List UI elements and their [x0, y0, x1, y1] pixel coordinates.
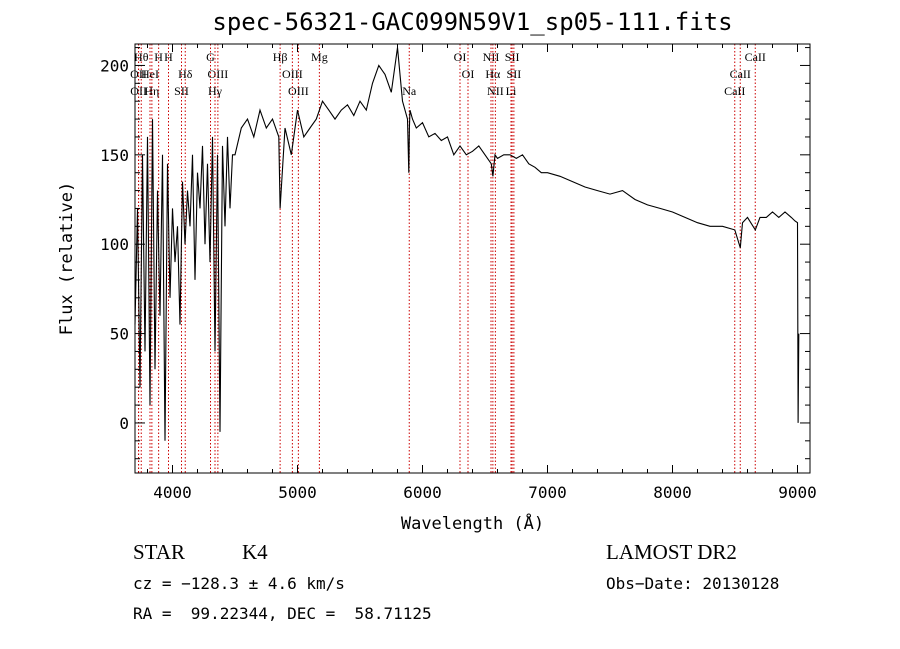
- spectral-line-label: Mg: [311, 50, 328, 64]
- spectral-line-label: SII: [174, 84, 189, 98]
- spectral-line-label: OI: [462, 67, 475, 81]
- spectral-line-label: OI: [454, 50, 467, 64]
- spectral-line-label: HeI: [141, 67, 159, 81]
- spectral-line-label: H: [164, 50, 173, 64]
- x-tick-label: 6000: [403, 483, 442, 502]
- x-tick-label: 5000: [278, 483, 317, 502]
- spectral-line-label: OII: [130, 84, 147, 98]
- spectral-line-label: CaII: [730, 67, 751, 81]
- spectral-line-label: OII: [130, 67, 147, 81]
- y-tick-label: 100: [100, 235, 129, 254]
- spectral-line-label: OIII: [288, 84, 309, 98]
- x-tick-label: 9000: [778, 483, 817, 502]
- subclass-label: K4: [242, 540, 268, 564]
- spectral-line-label: NII: [487, 84, 504, 98]
- spectral-line-label: Li: [506, 84, 517, 98]
- spectral-line-label: Na: [402, 84, 417, 98]
- spectrum-line: [134, 47, 800, 441]
- class-label: STAR: [133, 540, 185, 564]
- redshift-text: cz = −128.3 ± 4.6 km/s: [133, 574, 345, 593]
- spectral-line-label: Hη: [144, 84, 159, 98]
- y-axis-label: Flux (relative): [57, 182, 77, 336]
- y-tick-label: 0: [119, 414, 129, 433]
- y-tick-label: 50: [110, 325, 129, 344]
- spectral-line-label: Hα: [485, 67, 501, 81]
- y-tick-label: 150: [100, 146, 129, 165]
- x-tick-label: 8000: [653, 483, 692, 502]
- spectral-line-label: H: [154, 50, 163, 64]
- plot-frame: [134, 43, 811, 474]
- survey-label: LAMOST DR2: [606, 540, 737, 564]
- y-tick-label: 200: [100, 56, 129, 75]
- spectral-line-label: OIII: [208, 67, 229, 81]
- spectral-line-label: CaII: [745, 50, 766, 64]
- spectral-line-label: SII: [507, 67, 522, 81]
- spectral-line-label: CaII: [724, 84, 745, 98]
- spectral-line-label: G: [206, 50, 215, 64]
- x-axis-label: Wavelength (Å): [401, 512, 544, 534]
- coordinates-text: RA = 99.22344, DEC = 58.71125: [133, 604, 432, 623]
- x-tick-label: 7000: [528, 483, 567, 502]
- chart-title: spec-56321-GAC099N59V1_sp05-111.fits: [212, 8, 733, 36]
- spectral-line-label: Hθ: [134, 50, 149, 64]
- spectral-line-label: Hβ: [273, 50, 288, 64]
- spectral-line-label: OIII: [282, 67, 303, 81]
- obs-date-text: Obs−Date: 20130128: [606, 574, 780, 593]
- spectral-line-label: Hδ: [178, 67, 193, 81]
- spectral-line-label: SII: [505, 50, 520, 64]
- spectral-line-label: NII: [483, 50, 500, 64]
- x-tick-label: 4000: [153, 483, 192, 502]
- spectral-line-label: Hγ: [208, 84, 223, 98]
